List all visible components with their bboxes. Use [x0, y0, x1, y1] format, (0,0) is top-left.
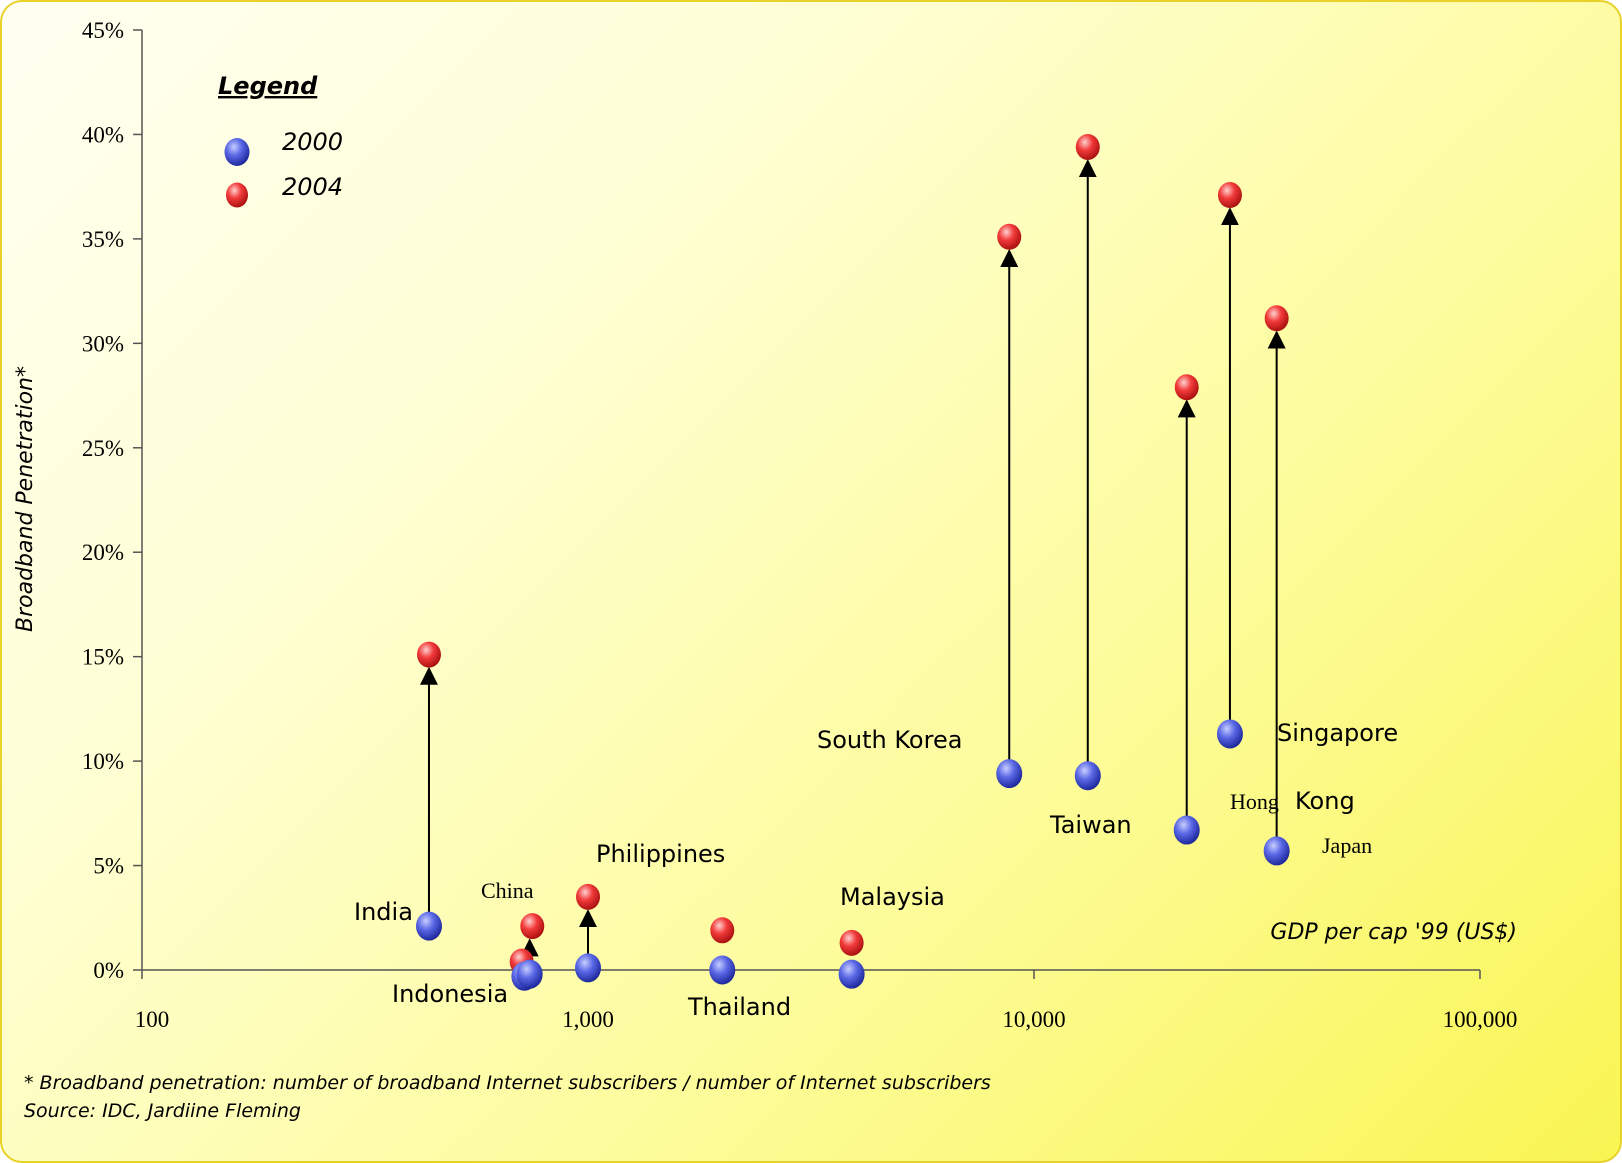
- x-tick-label: 1,000: [562, 1007, 614, 1032]
- label-kong: Kong: [1295, 787, 1355, 815]
- legend-marker-2004: [226, 182, 248, 208]
- point-2000-japan: [1263, 836, 1290, 866]
- legend-label-2000: 2000: [282, 128, 343, 156]
- legend-label-2004: 2004: [282, 173, 343, 201]
- footnote-definition: * Broadband penetration: number of broad…: [24, 1072, 991, 1094]
- point-2000-taiwan: [1074, 761, 1101, 791]
- country-labels: India Indonesia China Philippines Thaila…: [354, 719, 1398, 1021]
- point-2000-hong-kong: [1173, 815, 1200, 845]
- point-2004-japan: [1264, 305, 1289, 332]
- x-tick-label: 100,000: [1443, 1007, 1518, 1032]
- point-2004-malaysia: [839, 929, 864, 956]
- y-tick-label: 5%: [93, 854, 124, 879]
- x-axis-title: GDP per cap '99 (US$): [1270, 920, 1517, 945]
- y-tick-label: 30%: [82, 331, 124, 356]
- point-2004-singapore: [1217, 182, 1242, 209]
- y-axis-title: Broadband Penetration*: [13, 366, 38, 632]
- point-2000-china: [516, 959, 543, 989]
- legend: Legend 2000 2004: [218, 72, 343, 208]
- label-philippines: Philippines: [596, 840, 725, 868]
- y-tick-label: 25%: [82, 436, 124, 461]
- point-2004-hong-kong: [1174, 374, 1199, 401]
- footnote-source: Source: IDC, Jardiine Fleming: [24, 1100, 301, 1122]
- label-india: India: [354, 898, 413, 926]
- y-tick-label: 20%: [82, 540, 124, 565]
- point-2000-malaysia: [838, 959, 865, 989]
- legend-title: Legend: [218, 72, 318, 100]
- point-2000-singapore: [1216, 719, 1243, 749]
- label-china: China: [481, 878, 534, 903]
- label-japan: Japan: [1322, 833, 1372, 858]
- x-tick-label: 10,000: [1002, 1007, 1065, 1032]
- point-2004-taiwan: [1075, 133, 1100, 160]
- y-tick-label: 10%: [82, 749, 124, 774]
- label-south-korea: South Korea: [817, 726, 962, 754]
- axes: [141, 30, 1480, 971]
- legend-marker-2000: [224, 138, 250, 166]
- point-2000-thailand: [709, 955, 736, 985]
- y-tick-label: 35%: [82, 227, 124, 252]
- point-2004-philippines: [576, 883, 600, 910]
- y-tick-label: 0%: [93, 958, 124, 983]
- point-2000-south-korea: [996, 759, 1023, 789]
- label-singapore: Singapore: [1277, 719, 1398, 747]
- point-2004-china: [520, 913, 545, 940]
- data-points: [415, 133, 1290, 991]
- point-2004-south-korea: [997, 223, 1022, 250]
- label-thailand: Thailand: [687, 993, 791, 1021]
- arrows: [419, 159, 1286, 961]
- y-tick-label: 45%: [82, 18, 124, 43]
- y-tick-label: 40%: [82, 122, 124, 147]
- label-malaysia: Malaysia: [840, 883, 945, 911]
- point-2004-thailand: [710, 917, 735, 944]
- point-2000-philippines: [575, 953, 601, 983]
- x-tick-label: 100: [135, 1007, 170, 1032]
- label-hong: Hong: [1230, 789, 1279, 814]
- label-indonesia: Indonesia: [392, 980, 508, 1008]
- label-taiwan: Taiwan: [1049, 811, 1132, 839]
- y-tick-label: 15%: [82, 645, 124, 670]
- point-2004-india: [416, 641, 441, 668]
- point-2000-india: [415, 911, 442, 941]
